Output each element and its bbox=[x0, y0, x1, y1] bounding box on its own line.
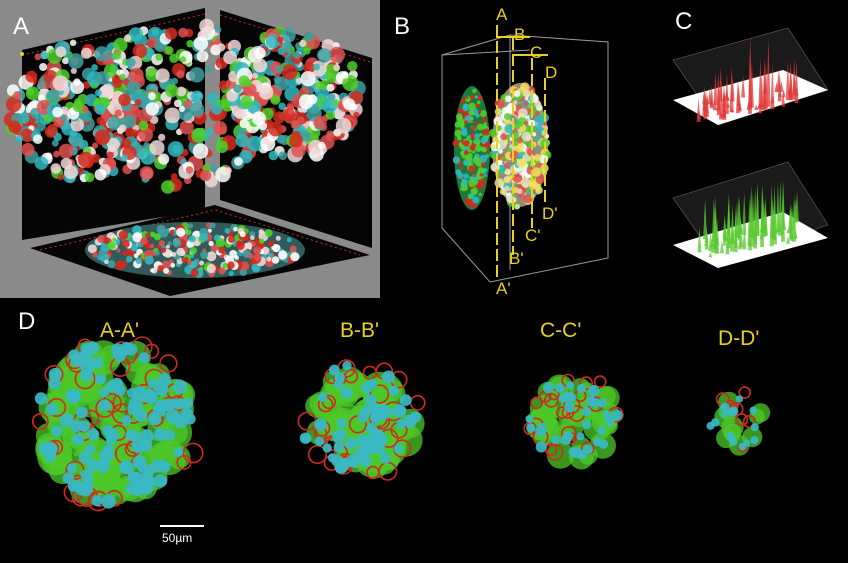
section-d-d-prime bbox=[706, 386, 771, 456]
green-intensity-surface bbox=[672, 161, 829, 268]
section-c-c-prime bbox=[523, 373, 624, 470]
panel-d-label: D bbox=[18, 308, 36, 335]
panel-d: D A-A' B-B' C-C' D-D' 50µm bbox=[0, 298, 848, 563]
panel-c-label: C bbox=[675, 8, 693, 35]
section-title-b-b: B-B' bbox=[340, 319, 380, 342]
panel-a-render bbox=[3, 8, 372, 296]
section-title-a-a: A-A' bbox=[100, 319, 140, 342]
floor-projection bbox=[87, 222, 300, 278]
panel-c: C bbox=[663, 0, 848, 298]
section-a-a-prime bbox=[32, 336, 204, 512]
section-b-b-prime bbox=[297, 359, 426, 481]
panel-d-render bbox=[32, 336, 771, 527]
plane-label-c: C bbox=[530, 43, 543, 62]
plane-label-b: B bbox=[514, 25, 526, 44]
panel-b-render bbox=[441, 25, 609, 283]
scale-bar-label: 50µm bbox=[162, 531, 193, 545]
plane-label-b-prime: B' bbox=[509, 249, 524, 268]
plane-label-d: D bbox=[545, 63, 558, 82]
cell-cluster-3d bbox=[489, 82, 552, 210]
section-title-c-c: C-C' bbox=[540, 319, 582, 342]
panel-a: A bbox=[0, 0, 380, 298]
plane-label-a: A bbox=[496, 5, 508, 24]
plane-label-d-prime: D' bbox=[542, 204, 558, 223]
panel-b: B A B C D D' C' B' A' bbox=[380, 0, 663, 298]
plane-label-a-prime: A' bbox=[496, 279, 511, 298]
panel-a-label: A bbox=[13, 13, 30, 40]
cell-cluster-3d bbox=[3, 18, 366, 194]
panel-b-label: B bbox=[394, 13, 411, 40]
plane-label-c-prime: C' bbox=[525, 226, 541, 245]
section-title-d-d: D-D' bbox=[718, 327, 760, 350]
red-intensity-surface bbox=[672, 27, 829, 126]
panel-c-render bbox=[672, 27, 829, 268]
